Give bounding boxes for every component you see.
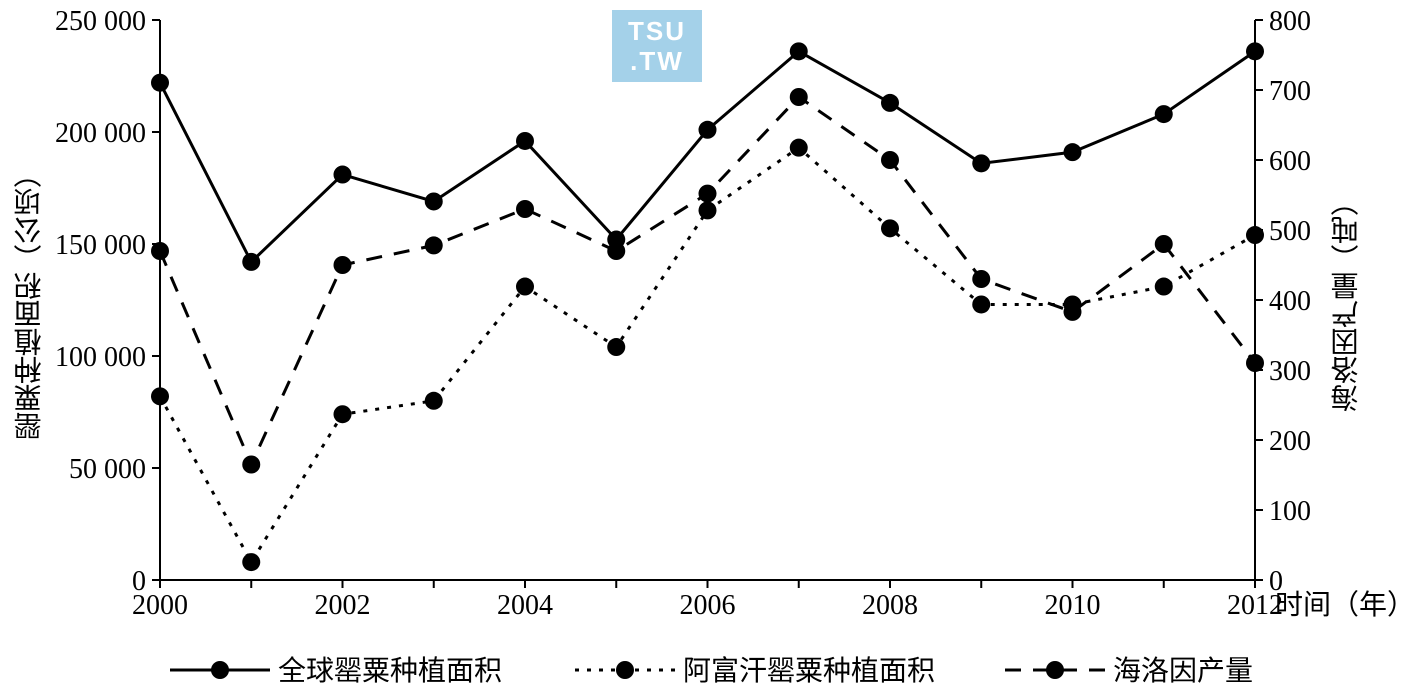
series-marker <box>334 256 352 274</box>
series-marker <box>151 387 169 405</box>
series-marker <box>972 154 990 172</box>
series-marker <box>334 166 352 184</box>
series-marker <box>1246 354 1264 372</box>
chart-svg: TSU.TW050 000100 000150 000200 000250 00… <box>0 0 1422 697</box>
y-right-tick-label: 600 <box>1269 146 1311 177</box>
series-marker <box>334 405 352 423</box>
axes <box>160 20 1255 580</box>
series-marker <box>242 456 260 474</box>
legend-label: 全球罂粟种植面积 <box>278 655 502 687</box>
series-group <box>151 42 1264 571</box>
y-right-tick-label: 200 <box>1269 426 1311 457</box>
x-tick-label: 2006 <box>680 590 736 621</box>
y-right-tick-label: 700 <box>1269 76 1311 107</box>
y-left-tick-label: 150 000 <box>55 230 146 261</box>
series-marker <box>881 94 899 112</box>
series-marker <box>790 42 808 60</box>
series-marker <box>790 88 808 106</box>
series-marker <box>699 185 717 203</box>
x-axis-label: 时间（年） <box>1275 589 1415 621</box>
series-line-0 <box>160 51 1255 262</box>
series-marker <box>607 338 625 356</box>
legend: 全球罂粟种植面积 阿富汗罂粟种植面积 海洛因产量 <box>170 655 1253 687</box>
series-marker <box>516 278 534 296</box>
y-left-tick-label: 200 000 <box>55 118 146 149</box>
series-marker <box>425 392 443 410</box>
series-marker <box>972 270 990 288</box>
series-marker <box>972 295 990 313</box>
x-tick-label: 2004 <box>497 590 553 621</box>
y-right-tick-label: 500 <box>1269 216 1311 247</box>
series-marker <box>881 219 899 237</box>
series-marker <box>1155 235 1173 253</box>
series-marker <box>516 200 534 218</box>
legend-sample-marker <box>616 661 634 679</box>
series-line-2 <box>160 97 1255 465</box>
series-marker <box>242 553 260 571</box>
x-tick-label: 2000 <box>132 590 188 621</box>
series-marker <box>1246 226 1264 244</box>
x-tick-label: 2010 <box>1045 590 1101 621</box>
series-marker <box>151 242 169 260</box>
series-marker <box>1064 303 1082 321</box>
series-marker <box>607 242 625 260</box>
y-left-tick-label: 250 000 <box>55 6 146 37</box>
series-marker <box>242 253 260 271</box>
series-marker <box>1246 42 1264 60</box>
y-right-tick-label: 300 <box>1269 356 1311 387</box>
y-left-ticks: 050 000100 000150 000200 000250 000 <box>55 6 160 597</box>
series-marker <box>699 121 717 139</box>
x-tick-label: 2008 <box>862 590 918 621</box>
legend-label: 海洛因产量 <box>1113 655 1253 687</box>
series-marker <box>881 151 899 169</box>
x-tick-label: 2002 <box>315 590 371 621</box>
y-right-ticks: 0100200300400500600700800 <box>1255 6 1311 597</box>
y-right-tick-label: 800 <box>1269 6 1311 37</box>
y-right-axis-label: 海洛因产量（吨） <box>1331 188 1363 412</box>
legend-label: 阿富汗罂粟种植面积 <box>683 655 935 687</box>
series-marker <box>425 192 443 210</box>
x-ticks: 2000200220042006200820102012 <box>132 580 1283 621</box>
series-marker <box>1064 143 1082 161</box>
series-marker <box>790 139 808 157</box>
y-right-tick-label: 400 <box>1269 286 1311 317</box>
watermark: TSU.TW <box>612 10 702 82</box>
y-left-tick-label: 50 000 <box>69 454 146 485</box>
legend-sample-marker <box>1046 661 1064 679</box>
series-marker <box>425 236 443 254</box>
y-left-axis-label: 罂粟种植面积（公顷） <box>14 160 46 440</box>
y-left-tick-label: 100 000 <box>55 342 146 373</box>
svg-text:TSU: TSU <box>628 16 686 46</box>
series-marker <box>151 74 169 92</box>
svg-text:.TW: .TW <box>630 46 684 76</box>
chart-container: TSU.TW050 000100 000150 000200 000250 00… <box>0 0 1422 697</box>
series-marker <box>516 132 534 150</box>
legend-sample-marker <box>211 661 229 679</box>
y-right-tick-label: 100 <box>1269 496 1311 527</box>
series-marker <box>699 201 717 219</box>
series-marker <box>1155 278 1173 296</box>
series-marker <box>1155 105 1173 123</box>
